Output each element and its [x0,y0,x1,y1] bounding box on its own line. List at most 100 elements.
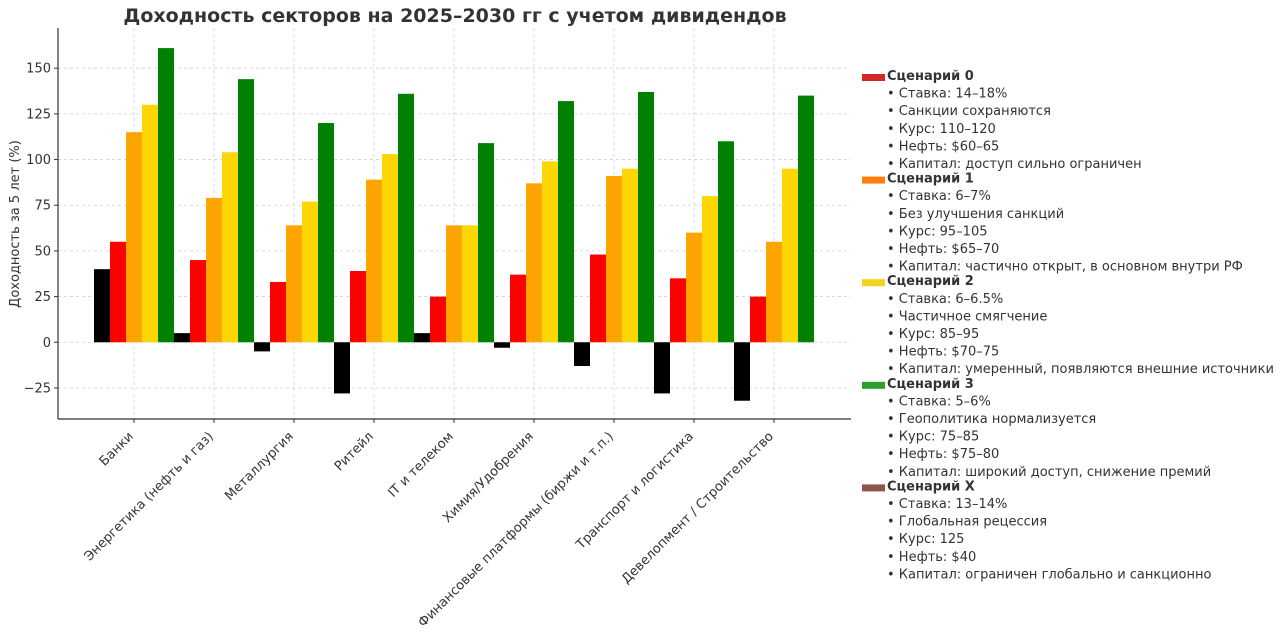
x-tick-label: Химия/Удобрения [440,429,537,526]
legend-entry-line: • Без улучшения санкций [887,207,1064,222]
bar [286,225,302,343]
y-tick-label: 50 [34,244,51,259]
bar [510,274,526,343]
bar [270,281,286,343]
legend-entry-line: • Курс: 125 [887,532,964,547]
bar [766,241,782,343]
legend-entry-name: Сценарий 3 [887,377,974,392]
legend-entry-line: • Капитал: широкий доступ, снижение прем… [887,465,1211,480]
x-tick-label: IT и телеком [385,429,456,500]
legend-entry-name: Сценарий 0 [887,69,974,84]
bar [606,175,622,343]
legend-entry-line: • Курс: 75–85 [887,430,979,445]
bar [94,269,110,343]
bar [222,152,238,343]
legend-entry-line: • Ставка: 6–6.5% [887,292,1003,307]
legend-entry-line: • Нефть: $60–65 [887,139,999,154]
legend-entry-line: • Курс: 110–120 [887,122,996,137]
bar [350,271,366,343]
bar [398,93,414,343]
bar [654,342,670,394]
y-tick-label: −25 [24,381,51,396]
bar [446,225,462,343]
legend-entry-line: • Санкции сохраняются [887,104,1051,119]
bar [254,342,270,352]
bar [478,143,494,343]
legend-swatch [862,484,885,492]
legend-entry-line: • Капитал: ограничен глобально и санкцио… [887,567,1211,582]
bar [670,278,686,343]
bar [750,296,766,343]
bar [414,333,430,343]
legend-entry-line: • Глобальная рецессия [887,515,1047,530]
bar [782,168,798,343]
bar [206,197,222,343]
bar [382,154,398,343]
x-tick-label: Девелопмент / Строительство [619,429,777,587]
bar [590,254,606,343]
y-tick-label: 75 [34,199,51,214]
x-tick-label: Энергетика (нефть и газ) [82,429,217,564]
legend-entry-line: • Капитал: доступ сильно ограничен [887,157,1142,172]
bar [430,296,446,343]
bar [702,196,718,343]
legend-entry-line: • Нефть: $65–70 [887,242,999,257]
bar [638,91,654,343]
bar [718,141,734,343]
bar [798,95,814,343]
legend-entry-line: • Ставка: 13–14% [887,497,1007,512]
bar [318,123,334,343]
bar [126,132,142,343]
y-axis-label: Доходность за 5 лет (%) [8,140,23,308]
bar [574,342,590,367]
legend-entry-line: • Капитал: частично открыт, в основном в… [887,260,1243,275]
legend-entry-line: • Нефть: $75–80 [887,447,999,462]
legend-entry-line: • Ставка: 14–18% [887,87,1007,102]
legend-entry-line: • Ставка: 6–7% [887,189,991,204]
bar [302,201,318,343]
bar [494,342,510,348]
y-ticks: −25 0 25 50 75 100 125 150 [24,62,58,396]
x-tick-label: Банки [97,429,137,469]
bar [142,104,158,343]
y-tick-label: 150 [26,62,51,77]
bar [158,48,174,343]
bar [526,183,542,343]
y-tick-label: 125 [26,107,51,122]
y-tick-label: 25 [34,290,51,305]
bar [462,225,478,343]
legend-entry-line: • Геополитика нормализуется [887,412,1096,427]
legend-entry-name: Сценарий 1 [887,172,974,187]
legend-swatch [862,279,885,287]
bar [734,342,750,401]
bar [686,232,702,343]
legend-entry-line: • Частичное смягчение [887,309,1047,324]
legend-entry-line: • Капитал: умеренный, появляются внешние… [887,362,1274,377]
legend-entry-line: • Курс: 85–95 [887,327,979,342]
legend-entry-name: Сценарий X [887,479,975,494]
legend-entry-line: • Нефть: $40 [887,550,976,565]
legend-swatch [862,381,885,389]
bar [110,241,126,343]
bar [558,101,574,343]
bar [190,260,206,343]
bars [94,48,814,401]
x-tick-label: Металлургия [222,429,297,504]
legend-swatch [862,74,885,81]
legend-entry-line: • Курс: 95–105 [887,224,988,239]
bar [174,333,190,343]
legend-entry-line: • Нефть: $70–75 [887,345,999,360]
bar [622,168,638,343]
legend-entry-line: • Ставка: 5–6% [887,394,991,409]
bar [334,342,350,394]
y-tick-label: 100 [26,153,51,168]
legend-entry-name: Сценарий 2 [887,274,974,289]
chart-title: Доходность секторов на 2025–2030 гг с уч… [123,5,786,27]
legend: Сценарий 0 • Ставка: 14–18% • Санкции сохр… [862,69,1274,582]
legend-swatch [862,176,885,184]
bar [366,179,382,343]
bar [542,161,558,343]
x-tick-label: Ритейл [332,429,377,474]
